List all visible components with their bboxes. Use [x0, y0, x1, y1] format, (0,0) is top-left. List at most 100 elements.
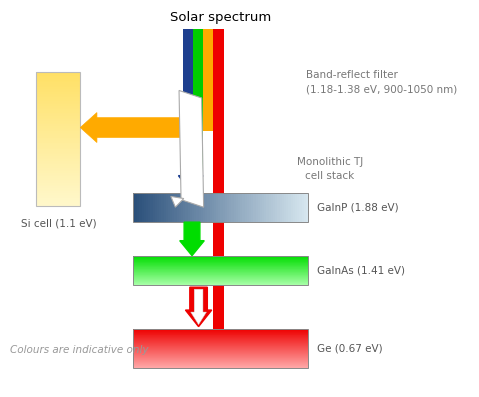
Bar [155, 193, 157, 222]
Bar [293, 193, 295, 222]
Bar [177, 193, 179, 222]
Bar [36, 79, 80, 81]
Bar [212, 193, 214, 222]
Bar [133, 346, 308, 347]
Bar [288, 193, 291, 222]
Bar [253, 193, 255, 222]
Bar [133, 352, 308, 353]
Bar [36, 102, 80, 104]
Bar [205, 193, 207, 222]
Bar [249, 193, 251, 222]
Bar [194, 29, 204, 131]
Bar [133, 343, 308, 344]
Bar [302, 193, 304, 222]
Bar [36, 141, 80, 143]
Bar [238, 193, 240, 222]
Polygon shape [80, 113, 194, 143]
Bar [36, 205, 80, 206]
Bar [262, 193, 264, 222]
Bar [36, 171, 80, 173]
Bar [36, 166, 80, 168]
Polygon shape [171, 197, 184, 207]
Bar [188, 193, 190, 222]
Bar [150, 193, 153, 222]
Bar [199, 193, 201, 222]
Bar [304, 193, 306, 222]
Bar [133, 360, 308, 361]
Bar [181, 193, 183, 222]
Bar [295, 193, 297, 222]
Bar [36, 111, 80, 113]
Bar [36, 148, 80, 149]
Bar [36, 168, 80, 170]
Bar [142, 193, 144, 222]
Bar [269, 193, 271, 222]
Bar [36, 89, 80, 91]
Bar [36, 160, 80, 161]
Bar [36, 191, 80, 193]
Bar [36, 114, 80, 116]
Bar [36, 91, 80, 93]
Bar [36, 124, 80, 126]
Bar [183, 131, 194, 193]
Bar [218, 193, 220, 222]
Bar [36, 116, 80, 118]
Bar [36, 121, 80, 123]
Bar [133, 357, 308, 358]
Polygon shape [178, 143, 203, 191]
Bar [36, 143, 80, 145]
Bar [229, 193, 231, 222]
Bar [242, 193, 245, 222]
Bar [227, 193, 229, 222]
Bar [133, 354, 308, 355]
Bar [255, 193, 258, 222]
Bar [139, 193, 142, 222]
Bar [133, 329, 308, 368]
Bar [133, 351, 308, 352]
Text: Colours are indicative only: Colours are indicative only [10, 345, 148, 355]
Bar [133, 342, 308, 343]
Bar [286, 193, 288, 222]
Text: Monolithic TJ
cell stack: Monolithic TJ cell stack [297, 157, 363, 181]
Bar [264, 193, 266, 222]
Bar [135, 193, 137, 222]
Text: Solar spectrum: Solar spectrum [170, 11, 271, 24]
Bar [271, 193, 273, 222]
Bar [36, 158, 80, 160]
Bar [284, 193, 286, 222]
Bar [36, 198, 80, 200]
Bar [161, 193, 163, 222]
Bar [282, 193, 284, 222]
Bar [133, 350, 308, 351]
Bar [214, 193, 216, 222]
Bar [133, 366, 308, 367]
Bar [133, 193, 135, 222]
Bar [247, 193, 249, 222]
Bar [234, 193, 236, 222]
Bar [36, 178, 80, 179]
Bar [133, 345, 308, 346]
Bar [133, 256, 308, 285]
Bar [236, 193, 238, 222]
Bar [36, 126, 80, 128]
Bar [133, 353, 308, 354]
Bar [36, 118, 80, 119]
Bar [133, 330, 308, 331]
Text: GaInP (1.88 eV): GaInP (1.88 eV) [317, 202, 399, 212]
Text: GaInAs (1.41 eV): GaInAs (1.41 eV) [317, 266, 405, 276]
Bar [133, 335, 308, 336]
Bar [36, 123, 80, 124]
Bar [251, 193, 253, 222]
Bar [36, 186, 80, 188]
Bar [36, 133, 80, 134]
Polygon shape [179, 91, 204, 207]
Bar [36, 151, 80, 153]
Bar [179, 193, 181, 222]
Bar [36, 98, 80, 99]
Bar [36, 185, 80, 186]
Bar [275, 193, 277, 222]
Bar [133, 349, 308, 350]
Bar [133, 344, 308, 345]
Bar [36, 129, 80, 131]
Bar [245, 193, 247, 222]
